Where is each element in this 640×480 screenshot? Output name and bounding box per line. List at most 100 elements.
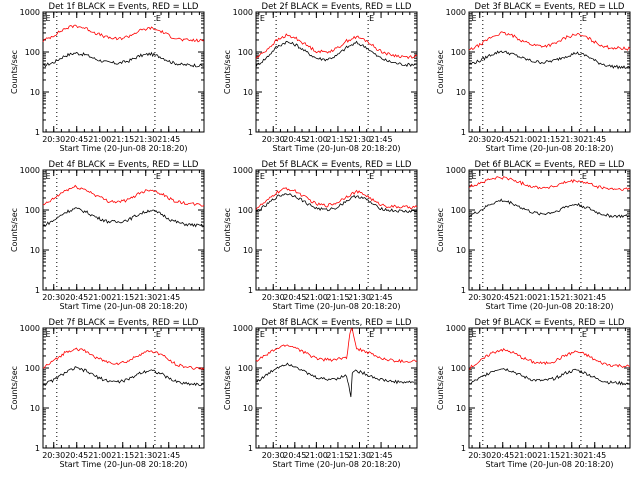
e-marker-label: E	[46, 14, 51, 23]
e-marker-label: E	[260, 172, 265, 181]
plot-frame	[468, 169, 631, 291]
series-line-lld	[42, 347, 205, 371]
x-tick-label: 21:00	[514, 293, 537, 302]
y-axis-label: Counts/sec	[10, 366, 19, 410]
x-tick-label: 21:45	[157, 293, 180, 302]
plot-frame	[468, 327, 631, 449]
y-tick-label: 10	[456, 88, 466, 97]
y-tick-label: 1000	[20, 324, 40, 333]
y-tick-label: 1000	[233, 324, 253, 333]
x-tick-label: 21:15	[537, 135, 560, 144]
y-tick-label: 10	[30, 404, 40, 413]
y-tick-label: 1	[35, 444, 40, 453]
e-marker-label: E	[369, 172, 374, 181]
series-line-lld	[255, 187, 418, 210]
series-line-events	[468, 198, 631, 219]
chart-panel-2: Det 2f BLACK = Events, RED = LLD 1 10 100 10…	[223, 2, 418, 153]
y-tick-label: 100	[238, 206, 253, 215]
x-axis-label: Start Time (20-Jun-08 20:18:20)	[273, 460, 401, 469]
y-tick-label: 1	[248, 128, 253, 137]
x-tick-label: 21:15	[111, 135, 134, 144]
chart-panel-1: Det 1f BLACK = Events, RED = LLD 1 10 100 10…	[10, 2, 205, 153]
x-tick-label: 21:45	[157, 135, 180, 144]
x-tick-label: 21:15	[537, 293, 560, 302]
y-axis-label: Counts/sec	[436, 366, 445, 410]
y-tick-label: 1000	[233, 166, 253, 175]
e-marker-label: E	[46, 330, 51, 339]
y-tick-label: 1000	[20, 8, 40, 17]
x-tick-label: 21:15	[326, 135, 349, 144]
x-axis-label: Start Time (20-Jun-08 20:18:20)	[486, 302, 614, 311]
y-tick-label: 10	[456, 404, 466, 413]
series-line-lld	[468, 176, 631, 191]
x-tick-label: 20:45	[491, 451, 514, 460]
x-axis-label: Start Time (20-Jun-08 20:18:20)	[60, 144, 188, 153]
series-line-events	[256, 193, 418, 213]
e-marker-label: E	[582, 330, 587, 339]
x-tick-label: 21:45	[370, 451, 393, 460]
chart-title: Det 3f BLACK = Events, RED = LLD	[475, 2, 625, 12]
chart-title: Det 2f BLACK = Events, RED = LLD	[262, 2, 412, 12]
series-line-lld	[468, 31, 631, 51]
y-tick-label: 100	[238, 48, 253, 57]
chart-title: Det 4f BLACK = Events, RED = LLD	[49, 160, 199, 170]
x-axis-label: Start Time (20-Jun-08 20:18:20)	[273, 144, 401, 153]
x-tick-label: 21:00	[514, 135, 537, 144]
series-line-events	[468, 368, 631, 386]
y-tick-label: 1	[35, 286, 40, 295]
chart-title: Det 6f BLACK = Events, RED = LLD	[475, 160, 625, 170]
x-axis-label: Start Time (20-Jun-08 20:18:20)	[60, 302, 188, 311]
e-marker-label: E	[472, 330, 477, 339]
e-marker-label: E	[369, 14, 374, 23]
x-axis-label: Start Time (20-Jun-08 20:18:20)	[273, 302, 401, 311]
y-axis-label: Counts/sec	[10, 208, 19, 252]
chart-panel-9: Det 9f BLACK = Events, RED = LLD 1 10 100 10…	[436, 318, 631, 469]
x-tick-label: 21:00	[305, 135, 328, 144]
x-tick-label: 20:30	[262, 293, 285, 302]
y-tick-label: 1000	[446, 166, 466, 175]
e-marker-label: E	[46, 172, 51, 181]
y-tick-label: 10	[243, 246, 253, 255]
e-marker-label: E	[260, 14, 265, 23]
chart-title: Det 8f BLACK = Events, RED = LLD	[262, 318, 412, 328]
x-tick-label: 21:45	[583, 451, 606, 460]
y-tick-label: 100	[451, 206, 466, 215]
x-tick-label: 21:00	[305, 293, 328, 302]
x-tick-label: 21:45	[157, 451, 180, 460]
e-marker-label: E	[472, 172, 477, 181]
x-tick-label: 21:30	[134, 451, 157, 460]
plot-frame	[468, 11, 631, 133]
y-tick-label: 100	[25, 364, 40, 373]
x-tick-label: 21:45	[370, 135, 393, 144]
e-marker-label: E	[156, 330, 161, 339]
series-line-lld	[42, 184, 205, 207]
series-line-events	[42, 207, 205, 228]
y-tick-label: 1000	[20, 166, 40, 175]
y-tick-label: 1000	[446, 324, 466, 333]
e-marker-label: E	[260, 330, 265, 339]
x-tick-label: 20:45	[283, 451, 306, 460]
series-line-lld	[42, 24, 205, 43]
chart-panel-6: Det 6f BLACK = Events, RED = LLD 1 10 100 10…	[436, 160, 631, 311]
x-tick-label: 20:30	[262, 451, 285, 460]
series-line-events	[42, 51, 205, 68]
x-tick-label: 21:30	[134, 135, 157, 144]
x-tick-label: 20:30	[468, 293, 491, 302]
plot-frame	[255, 169, 418, 291]
x-tick-label: 21:30	[560, 135, 583, 144]
plot-frame	[42, 169, 205, 291]
plot-frame	[255, 11, 418, 133]
plot-frame	[255, 327, 418, 449]
x-tick-label: 21:15	[537, 451, 560, 460]
plot-frame	[42, 11, 205, 133]
y-tick-label: 10	[30, 88, 40, 97]
y-axis-label: Counts/sec	[223, 208, 232, 252]
plot-frame	[42, 327, 205, 449]
x-tick-label: 21:00	[514, 451, 537, 460]
y-axis-label: Counts/sec	[436, 50, 445, 94]
x-tick-label: 21:00	[88, 135, 111, 144]
x-tick-label: 20:45	[491, 135, 514, 144]
y-tick-label: 100	[238, 364, 253, 373]
e-marker-label: E	[472, 14, 477, 23]
